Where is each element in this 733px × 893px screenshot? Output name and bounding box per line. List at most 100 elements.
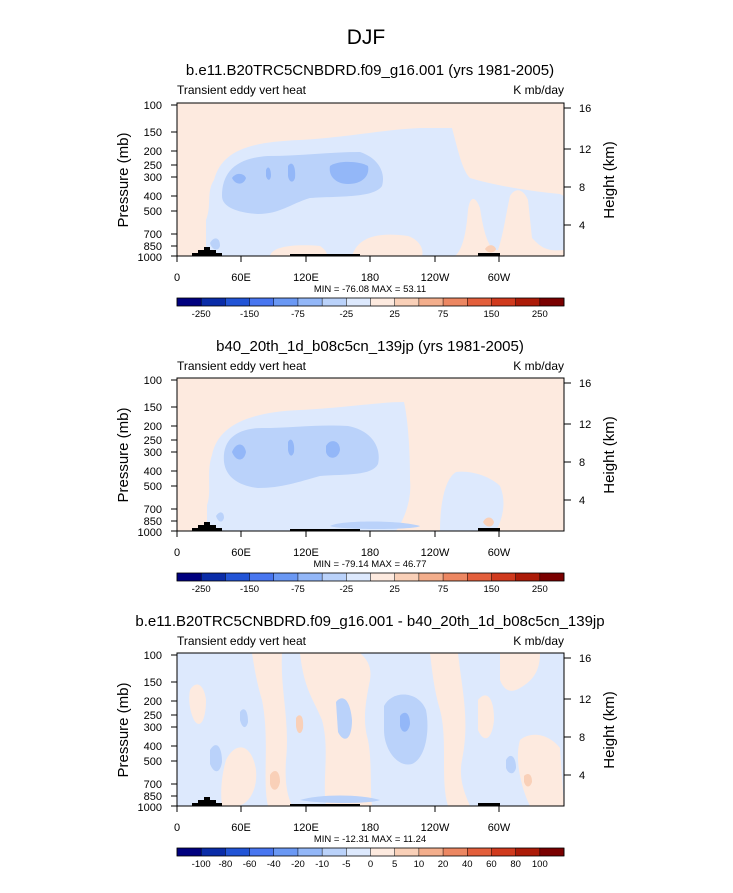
colorbar-3-box-12: [467, 848, 492, 856]
panel-2-y2tick-4: 4: [579, 495, 585, 507]
panel-2-y2tick-8: 8: [579, 457, 585, 469]
colorbar-3-box-15: [539, 848, 565, 856]
panel-3-red-band-3: [430, 653, 470, 806]
panel-1-xtick-60e: 60E: [231, 272, 251, 284]
colorbar-1-label-3: -25: [339, 309, 353, 320]
panel-3-blue-strong-4: [240, 709, 248, 728]
colorbar-2-box-3: [249, 573, 275, 581]
panel-3-title: b.e11.B20TRC5CNBDRD.f09_g16.001 - b40_20…: [135, 613, 604, 630]
panel-1-y2-ticks: [564, 107, 571, 226]
panel-3-y2tick-16: 16: [579, 653, 591, 665]
colorbar-2-label-4: 25: [389, 584, 400, 595]
panel-3-left-label: Transient eddy vert heat: [177, 634, 307, 648]
colorbar-3-label-8: 5: [392, 859, 397, 870]
colorbar-1-box-10: [418, 298, 444, 306]
panel-2-ytick-200: 200: [144, 421, 162, 433]
panel-1-field: [177, 103, 564, 256]
colorbar-3-box-13: [491, 848, 516, 856]
panel-1-xtick-120e: 120E: [293, 272, 319, 284]
colorbar-1-label-7: 250: [532, 309, 548, 320]
colorbar-1-box-11: [443, 298, 468, 306]
panel-1-y2tick-8: 8: [579, 182, 585, 194]
panel-3-red-band-6: [189, 684, 206, 724]
panel-3-xtick-120w: 120W: [421, 822, 450, 834]
panel-1-ytick-400: 400: [144, 191, 162, 203]
panel-2-ylabel: Pressure (mb): [115, 407, 132, 502]
colorbar-2-box-13: [491, 573, 516, 581]
colorbar-3-box-4: [273, 848, 299, 856]
panel-1-right-label: K mb/day: [513, 83, 564, 97]
panel-2-red-spot: [483, 517, 494, 527]
panel-2-xtick-180: 180: [361, 547, 379, 559]
panel-2-y2-ticks: [564, 382, 571, 501]
panel-2-ytick-250: 250: [144, 435, 162, 447]
panel-3: b.e11.B20TRC5CNBDRD.f09_g16.001 - b40_20…: [115, 613, 618, 870]
panel-3-red-strong-1: [270, 770, 280, 790]
colorbar-2-box-15: [539, 573, 565, 581]
colorbar-2-label-6: 150: [484, 584, 500, 595]
panel-3-colorbar: -100 -80 -60 -40 -20 -10 -5 0 5 10 20 40 60 80 100: [176, 847, 565, 870]
colorbar-1-frame: [176, 297, 565, 307]
colorbar-1-box-8: [370, 298, 395, 306]
panel-1-ylabel: Pressure (mb): [115, 132, 132, 227]
panel-2-stats: MIN = -79.14 MAX = 46.77: [313, 559, 426, 570]
panel-1-colorbar: -250 -150 -75 -25 25 75 150 250: [176, 297, 565, 320]
panel-3-ytick-200: 200: [144, 696, 162, 708]
panel-1-y2tick-16: 16: [579, 103, 591, 115]
panel-3-red-band-7: [221, 747, 257, 806]
panel-3-ytick-500: 500: [144, 756, 162, 768]
panel-1-y2label: Height (km): [601, 141, 618, 219]
panel-3-x-ticks: [176, 806, 500, 812]
panel-3-xtick-60e: 60E: [231, 822, 251, 834]
colorbar-1-label-6: 150: [484, 309, 500, 320]
panel-2-blue-low: [330, 521, 420, 529]
colorbar-3-label-6: -5: [342, 859, 350, 870]
panel-2-ytick-500: 500: [144, 481, 162, 493]
panel-2-field: [177, 378, 564, 531]
colorbar-1-label-5: 75: [438, 309, 449, 320]
panel-2-blue-region-east: [440, 471, 504, 531]
colorbar-3-label-4: -20: [291, 859, 305, 870]
panel-2-blue-core-2: [326, 441, 340, 458]
panel-1-y2tick-12: 12: [579, 144, 591, 156]
panel-3-red-band-5: [517, 734, 564, 806]
panel-3-y2-axis: 16 12 8 4: [579, 653, 591, 782]
colorbar-3-label-9: 10: [414, 859, 425, 870]
panel-1-left-label: Transient eddy vert heat: [177, 83, 307, 97]
colorbar-1-box-15: [539, 298, 565, 306]
panel-1-red-low-1: [352, 234, 423, 256]
panel-1-red-low-2: [270, 245, 327, 256]
panel-1-blue-core: [232, 173, 246, 184]
colorbar-2-box-6: [322, 573, 347, 581]
colorbar-3-label-2: -60: [243, 859, 257, 870]
panel-2-topo: [192, 522, 500, 531]
colorbar-2-box-11: [443, 573, 468, 581]
colorbar-2-box-12: [467, 573, 492, 581]
colorbar-2-label-5: 75: [438, 584, 449, 595]
colorbar-2-box-14: [515, 573, 541, 581]
panel-3-topo: [192, 797, 500, 806]
colorbar-2-frame: [176, 572, 565, 582]
panel-2-blue-region-2: [223, 425, 379, 488]
panel-2-ytick-850: 850: [144, 516, 162, 528]
panel-3-xtick-0: 0: [174, 822, 180, 834]
colorbar-3-label-1: -80: [219, 859, 233, 870]
colorbar-2-box-10: [418, 573, 444, 581]
panel-3-y-axis: 100 150 200 250 300 400 500 700 850 1000: [138, 650, 162, 814]
panel-3-right-label: K mb/day: [513, 634, 564, 648]
panel-3-ytick-300: 300: [144, 722, 162, 734]
panel-3-y2tick-12: 12: [579, 694, 591, 706]
panel-2-right-label: K mb/day: [513, 359, 564, 373]
panel-1-ytick-1000: 1000: [138, 252, 162, 264]
panel-3-red-band-2: [300, 653, 372, 806]
panel-3-red-band-8: [478, 695, 494, 739]
panel-3-y2tick-8: 8: [579, 732, 585, 744]
panel-3-red-band-1: [252, 653, 292, 806]
colorbar-2-label-3: -25: [339, 584, 353, 595]
panel-3-blue-strong-5: [506, 755, 516, 774]
panel-2-ytick-1000: 1000: [138, 527, 162, 539]
colorbar-1-box-13: [491, 298, 516, 306]
panel-3-red-strong-2: [296, 715, 304, 734]
colorbar-2-box-5: [297, 573, 323, 581]
colorbar-3-label-10: 20: [438, 859, 449, 870]
